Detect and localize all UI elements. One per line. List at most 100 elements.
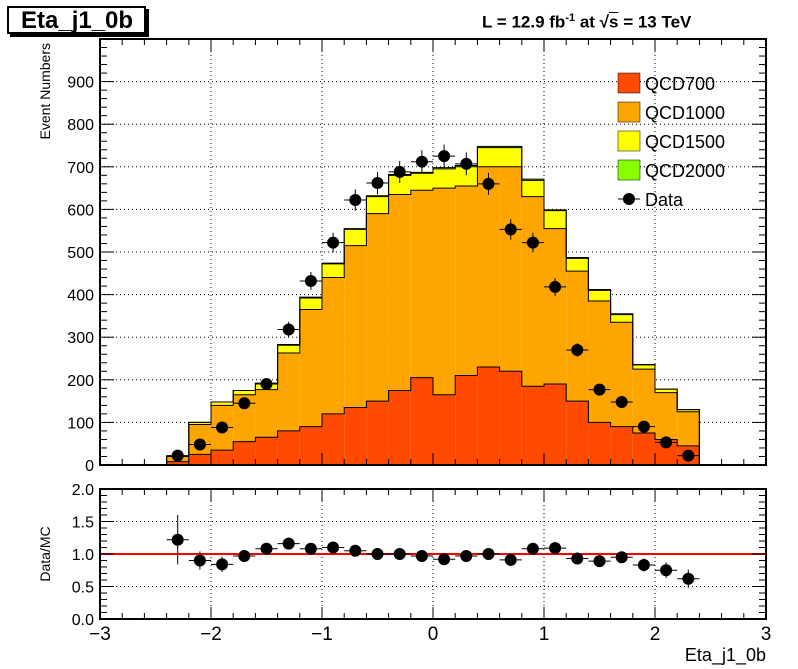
bar-qcd1000 — [410, 190, 433, 378]
ratio-points — [166, 515, 700, 588]
bar-qcd700 — [277, 430, 300, 465]
bar-qcd2000 — [433, 167, 456, 169]
stack-outline-qcd1000 — [166, 166, 700, 465]
data-point — [682, 449, 695, 462]
data-point — [216, 421, 229, 434]
bar-qcd1500 — [188, 422, 211, 425]
data-point — [593, 383, 606, 396]
bar-qcd1500 — [455, 166, 478, 186]
x-tick-label: 0 — [428, 624, 439, 645]
bar-qcd1500 — [477, 147, 500, 167]
ratio-point — [549, 542, 562, 555]
ratio-point — [615, 551, 628, 564]
bar-qcd700 — [455, 375, 478, 465]
ratio-point — [438, 553, 451, 566]
bar-qcd2000 — [477, 146, 500, 148]
data-point — [615, 395, 628, 408]
bar-qcd700 — [211, 450, 234, 465]
data-point — [660, 436, 673, 449]
data-point — [238, 397, 251, 410]
lumi-prefix: L = 12.9 fb — [482, 12, 566, 32]
bar-qcd1000 — [344, 245, 367, 408]
data-point — [637, 420, 650, 433]
top-x-ticks — [99, 39, 767, 465]
bar-qcd700 — [433, 394, 456, 465]
y-tick-label: 0 — [85, 458, 94, 475]
data-point — [526, 236, 539, 249]
ratio-point — [327, 541, 340, 554]
y-tick-label: 200 — [67, 373, 94, 390]
ratio-point — [593, 555, 606, 568]
ratio-point — [171, 533, 184, 546]
bar-qcd1500 — [322, 263, 345, 278]
data-points — [166, 144, 700, 462]
bar-qcd1500 — [655, 389, 678, 393]
ratio-y-tick-label: 2.0 — [72, 482, 94, 499]
top-y-axis: 0 100 200 300 400 500 600 700 800 900 — [67, 47, 766, 475]
bar-qcd1500 — [632, 364, 655, 370]
bar-qcd1500 — [233, 390, 256, 395]
lumi-suffix: = 13 TeV — [618, 12, 692, 32]
bar-qcd1500 — [211, 401, 234, 406]
bar-qcd1500 — [566, 258, 589, 272]
bar-qcd700 — [610, 426, 633, 465]
legend-label-qcd700: QCD700 — [645, 74, 715, 94]
bar-qcd1500 — [433, 168, 456, 189]
bar-qcd700 — [410, 377, 433, 465]
legend-label-qcd2000: QCD2000 — [645, 161, 725, 181]
legend-label-qcd1000: QCD1000 — [645, 103, 725, 123]
data-point — [438, 150, 451, 163]
x-tick-label: −3 — [89, 624, 111, 645]
bar-qcd1000 — [544, 228, 567, 385]
ratio-y-axis-label: Data/MC — [37, 526, 53, 581]
data-point — [282, 323, 295, 336]
legend-data-marker — [623, 193, 635, 205]
lumi-mid: at — [575, 12, 600, 32]
data-point — [415, 155, 428, 168]
x-tick-label: −1 — [311, 624, 333, 645]
data-point — [571, 343, 584, 356]
data-point — [304, 274, 317, 287]
bar-qcd1000 — [588, 300, 611, 423]
data-point — [349, 194, 362, 207]
bar-qcd700 — [322, 413, 345, 465]
ratio-point — [193, 554, 206, 567]
bar-qcd1000 — [366, 213, 389, 402]
ratio-y-tick-label: 1.0 — [72, 547, 94, 564]
legend: QCD700 QCD1000 QCD1500 QCD2000 Data — [617, 72, 725, 210]
data-point — [193, 438, 206, 451]
y-axis-label: Event Numbers — [37, 43, 53, 139]
bar-qcd1500 — [499, 147, 522, 167]
ratio-x-axis: −3 −2 −1 0 1 2 3 — [89, 489, 771, 645]
bar-qcd1000 — [632, 369, 655, 434]
bar-qcd1500 — [544, 210, 567, 229]
y-tick-label: 700 — [67, 160, 94, 177]
bar-qcd700 — [632, 433, 655, 465]
x-tick-label: −2 — [200, 624, 222, 645]
x-tick-label: 2 — [650, 624, 661, 645]
y-tick-label: 800 — [67, 117, 94, 134]
legend-label-data: Data — [645, 190, 684, 210]
bar-qcd1000 — [255, 389, 278, 438]
ratio-point — [482, 548, 495, 560]
bar-qcd1000 — [433, 188, 456, 395]
ratio-point — [504, 553, 517, 566]
data-point — [549, 280, 562, 293]
bar-qcd1500 — [366, 196, 389, 214]
bar-qcd1000 — [322, 277, 345, 414]
bar-qcd700 — [344, 407, 367, 465]
bar-qcd1000 — [521, 196, 544, 387]
bar-qcd700 — [299, 426, 322, 465]
y-tick-label: 900 — [67, 75, 94, 92]
bar-qcd1000 — [610, 322, 633, 427]
bar-qcd1500 — [410, 173, 433, 191]
bar-qcd1000 — [233, 394, 256, 442]
ratio-point — [371, 548, 384, 560]
bar-qcd1500 — [277, 345, 300, 353]
ratio-y-tick-label: 0.5 — [72, 580, 94, 597]
bar-qcd1000 — [455, 185, 478, 376]
ratio-point — [460, 549, 473, 562]
data-point — [393, 165, 406, 178]
bar-qcd1500 — [588, 290, 611, 301]
